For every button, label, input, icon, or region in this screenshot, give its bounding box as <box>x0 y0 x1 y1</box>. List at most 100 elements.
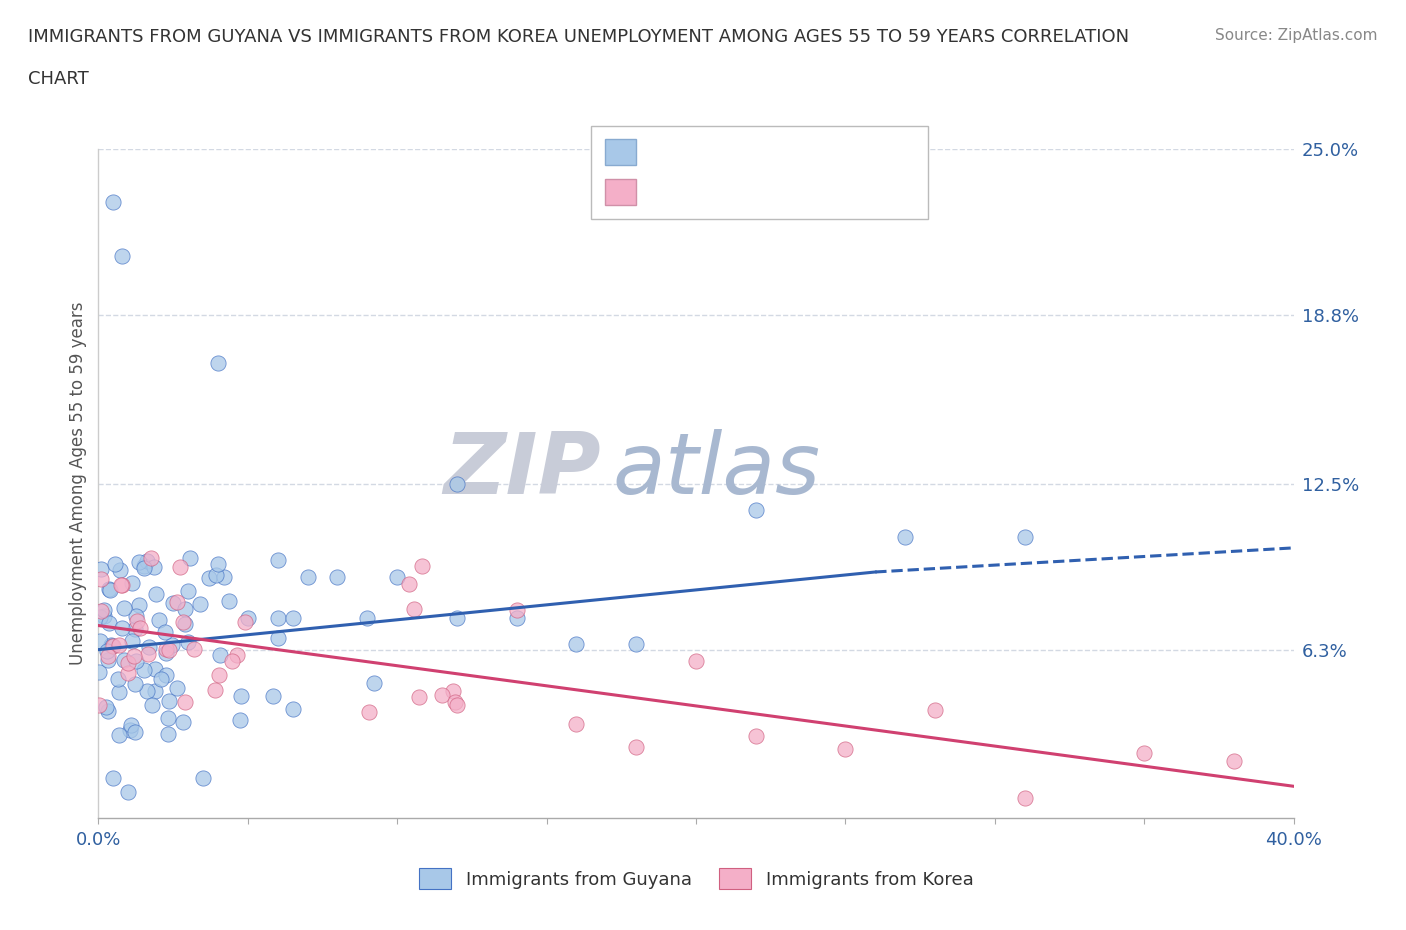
Point <box>356 610 378 625</box>
Point <box>444 695 467 710</box>
Point <box>229 712 252 727</box>
Point <box>281 701 304 716</box>
Point <box>90 604 112 618</box>
Point <box>108 638 131 653</box>
Point <box>1014 530 1036 545</box>
Point <box>136 684 159 698</box>
Point <box>267 610 290 625</box>
Point <box>124 676 146 691</box>
Point <box>326 570 349 585</box>
Point <box>117 784 139 799</box>
Point <box>110 578 132 593</box>
Point <box>156 711 179 725</box>
Point <box>121 634 143 649</box>
Point <box>100 639 122 654</box>
Point <box>155 645 177 660</box>
Point <box>173 695 195 710</box>
Point <box>103 771 125 786</box>
Text: -0.585: -0.585 <box>696 179 754 197</box>
Point <box>221 654 243 669</box>
Point <box>125 608 148 623</box>
Point <box>172 615 194 630</box>
Text: ZIP: ZIP <box>443 429 600 512</box>
Point <box>108 684 131 699</box>
Text: 46: 46 <box>832 179 860 197</box>
Point <box>97 649 120 664</box>
Point <box>141 698 163 712</box>
Point <box>128 597 150 612</box>
Point <box>117 656 139 671</box>
Point <box>103 557 125 572</box>
Point <box>267 631 290 645</box>
Point <box>98 582 121 597</box>
Text: 102: 102 <box>832 137 866 154</box>
Point <box>127 614 149 629</box>
Point <box>117 666 139 681</box>
Point <box>121 576 143 591</box>
Point <box>89 698 111 712</box>
Point <box>267 552 290 567</box>
Point <box>166 595 188 610</box>
Point <box>97 653 120 668</box>
Point <box>132 560 155 575</box>
Text: Source: ZipAtlas.com: Source: ZipAtlas.com <box>1215 28 1378 43</box>
Point <box>124 621 146 636</box>
Point <box>157 643 180 658</box>
Point <box>565 717 588 732</box>
Point <box>138 647 160 662</box>
Point <box>118 723 141 737</box>
Point <box>218 593 240 608</box>
Text: IMMIGRANTS FROM GUYANA VS IMMIGRANTS FROM KOREA UNEMPLOYMENT AMONG AGES 55 TO 59: IMMIGRANTS FROM GUYANA VS IMMIGRANTS FRO… <box>28 28 1129 46</box>
Point <box>173 616 195 631</box>
Point <box>136 553 159 568</box>
Point <box>89 609 111 624</box>
Point <box>108 563 131 578</box>
Point <box>112 601 135 616</box>
Point <box>111 248 134 263</box>
Point <box>685 654 707 669</box>
Point <box>93 608 115 623</box>
Point <box>98 616 121 631</box>
Legend: Immigrants from Guyana, Immigrants from Korea: Immigrants from Guyana, Immigrants from … <box>412 861 980 897</box>
Point <box>446 698 468 712</box>
Text: N =: N = <box>787 137 827 154</box>
Text: atlas: atlas <box>613 429 820 512</box>
Point <box>172 714 194 729</box>
Point <box>745 503 768 518</box>
Point <box>446 476 468 491</box>
Point <box>145 684 167 698</box>
Point <box>155 642 177 657</box>
Point <box>103 195 125 210</box>
Point <box>411 559 433 574</box>
Point <box>142 560 165 575</box>
Point <box>207 355 229 370</box>
Text: CHART: CHART <box>28 70 89 87</box>
Point <box>208 668 231 683</box>
Point <box>145 662 167 677</box>
Point <box>90 572 112 587</box>
Point <box>166 681 188 696</box>
Point <box>177 634 200 649</box>
Point <box>231 688 253 703</box>
Point <box>179 551 201 565</box>
Point <box>111 621 134 636</box>
Point <box>183 642 205 657</box>
Point <box>565 637 588 652</box>
Point <box>1014 790 1036 805</box>
Point <box>124 725 146 740</box>
Point <box>107 728 129 743</box>
Point <box>233 614 256 629</box>
Point <box>214 570 236 585</box>
Point <box>162 595 184 610</box>
Point <box>93 603 115 618</box>
Point <box>297 570 319 585</box>
Point <box>226 647 249 662</box>
Point <box>121 717 143 732</box>
Point <box>157 694 180 709</box>
Point <box>834 742 856 757</box>
Point <box>125 654 148 669</box>
Text: R =: R = <box>647 179 686 197</box>
Point <box>134 662 156 677</box>
Point <box>101 638 124 653</box>
Point <box>506 603 529 618</box>
